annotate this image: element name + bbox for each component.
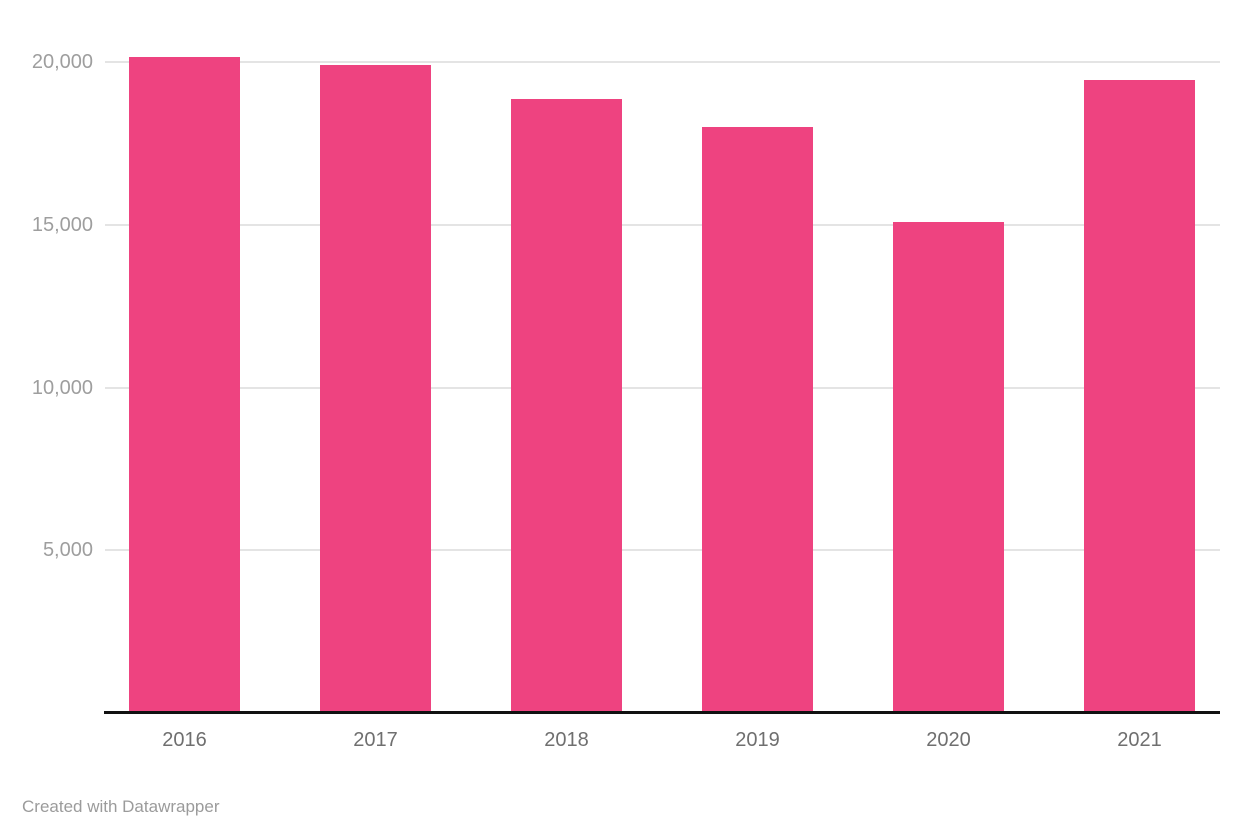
y-axis-tick-label: 10,000 — [31, 376, 93, 399]
x-axis-tick-label: 2021 — [1117, 729, 1162, 751]
plot-area — [105, 0, 1220, 713]
bar-2018 — [511, 99, 622, 713]
y-axis-tick-label: 15,000 — [31, 213, 93, 236]
gridline-15000 — [105, 223, 1220, 226]
gridline-20000 — [105, 61, 1220, 63]
bar-2017 — [320, 65, 431, 713]
bar-2021 — [1084, 79, 1195, 713]
y-axis-tick-label: 20,000 — [31, 51, 93, 73]
x-axis-baseline — [104, 711, 1220, 714]
attribution-text: Created with Datawrapper — [22, 797, 220, 816]
y-axis-tick-label: 5,000 — [42, 539, 93, 562]
bar-2020 — [893, 221, 1004, 713]
x-axis-tick-label: 2017 — [353, 729, 398, 751]
x-axis-tick-label: 2019 — [735, 729, 780, 751]
gridline-5000 — [105, 549, 1220, 552]
x-axis-tick-label: 2016 — [162, 729, 207, 751]
bar-2019 — [702, 127, 813, 713]
x-axis-tick-label: 2020 — [926, 729, 971, 751]
gridline-10000 — [105, 386, 1220, 389]
x-axis-tick-label: 2018 — [544, 729, 589, 751]
bar-2016 — [129, 57, 240, 713]
